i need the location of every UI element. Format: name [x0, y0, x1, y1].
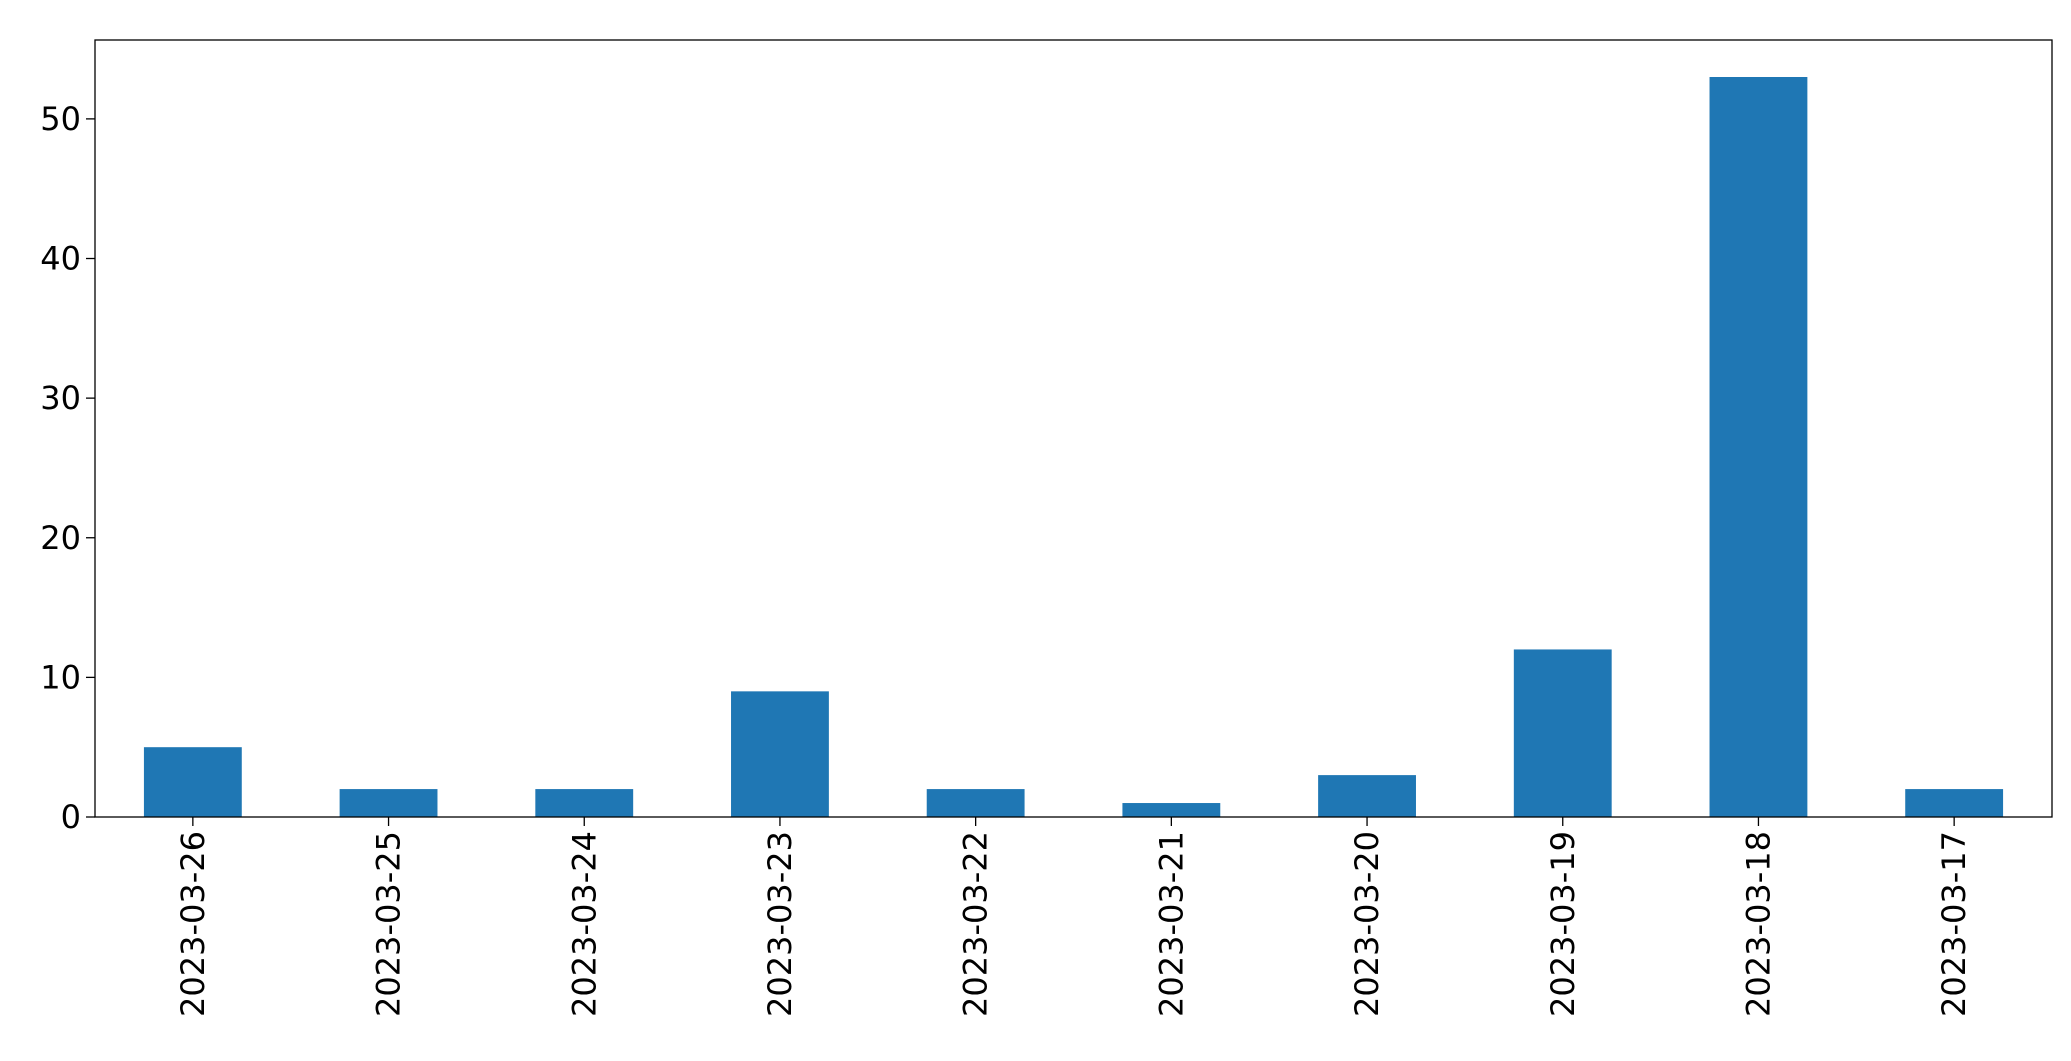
x-tick-label: 2023-03-24	[565, 831, 603, 1017]
x-tick-label: 2023-03-26	[174, 831, 212, 1017]
bar	[1318, 775, 1416, 817]
bar	[926, 789, 1025, 817]
plot-frame	[94, 39, 2053, 818]
bar	[535, 789, 634, 817]
bar	[1709, 77, 1808, 817]
x-tick-label: 2023-03-22	[957, 831, 995, 1017]
x-tick-label: 2023-03-25	[370, 831, 408, 1017]
x-tick-label: 2023-03-21	[1152, 831, 1190, 1017]
y-tick-label: 10	[40, 658, 81, 696]
y-tick-label: 40	[40, 240, 81, 278]
y-tick-label: 20	[40, 519, 81, 557]
bar	[1513, 649, 1612, 817]
y-tick-label: 0	[61, 798, 81, 836]
x-tick-label: 2023-03-23	[761, 831, 799, 1017]
bar	[143, 747, 242, 817]
y-tick-label: 50	[40, 100, 81, 138]
x-tick-label: 2023-03-20	[1348, 831, 1386, 1017]
bar	[731, 691, 829, 817]
x-tick-label: 2023-03-17	[1935, 831, 1973, 1017]
bar	[1905, 789, 2004, 817]
x-tick-label: 2023-03-19	[1544, 831, 1582, 1017]
x-tick-label: 2023-03-18	[1739, 831, 1777, 1017]
bar	[1122, 803, 1221, 817]
bar	[339, 789, 438, 817]
y-tick-label: 30	[40, 379, 81, 417]
